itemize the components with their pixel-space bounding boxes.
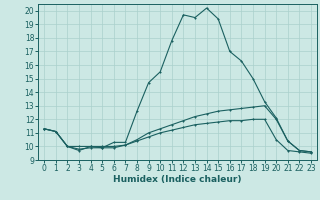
X-axis label: Humidex (Indice chaleur): Humidex (Indice chaleur): [113, 175, 242, 184]
